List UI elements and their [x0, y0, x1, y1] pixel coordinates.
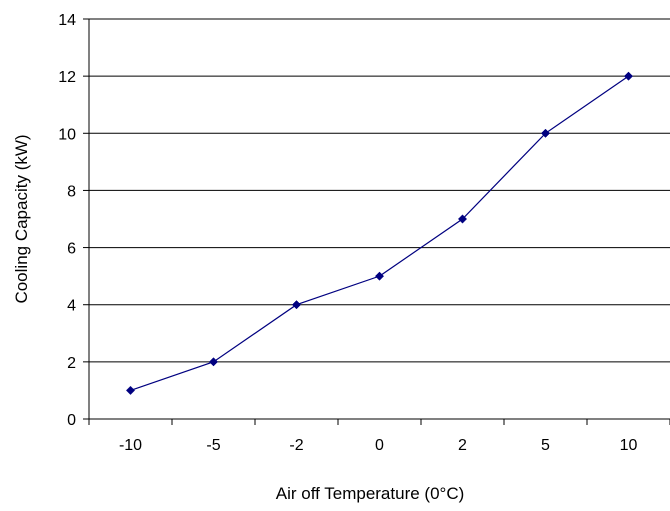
- y-tick-label: 2: [67, 355, 76, 372]
- data-point: [540, 128, 551, 138]
- y-tick-label: 12: [58, 69, 76, 86]
- data-point: [374, 271, 385, 281]
- x-tick-label: 5: [541, 437, 550, 454]
- y-axis-ticks: 0 2 4 6 8 10 12 14: [58, 12, 89, 429]
- y-tick-label: 8: [67, 183, 76, 200]
- gridlines: [89, 18, 670, 363]
- data-point: [125, 385, 136, 395]
- data-point: [457, 214, 468, 224]
- x-tick-label: 10: [620, 437, 638, 454]
- x-axis-ticks: -10 -5 -2 0 2 5 10: [88, 419, 670, 454]
- data-point: [208, 357, 219, 367]
- x-tick-label: 2: [458, 437, 467, 454]
- y-tick-label: 4: [67, 298, 76, 315]
- series-group: [125, 71, 634, 395]
- y-tick-label: 10: [58, 126, 76, 143]
- x-tick-label: -10: [119, 437, 142, 454]
- x-tick-label: -5: [206, 437, 220, 454]
- series-line: [130, 75, 629, 391]
- y-tick-label: 0: [67, 412, 76, 429]
- data-point: [623, 71, 634, 81]
- y-axis-title: Cooling Capacity (kW): [12, 134, 31, 303]
- axes: [88, 19, 670, 420]
- x-tick-label: 0: [375, 437, 384, 454]
- x-tick-label: -2: [289, 437, 303, 454]
- y-tick-label: 6: [67, 241, 76, 258]
- y-tick-label: 14: [58, 12, 76, 29]
- data-point: [291, 300, 302, 310]
- x-axis-title: Air off Temperature (0°C): [276, 484, 465, 503]
